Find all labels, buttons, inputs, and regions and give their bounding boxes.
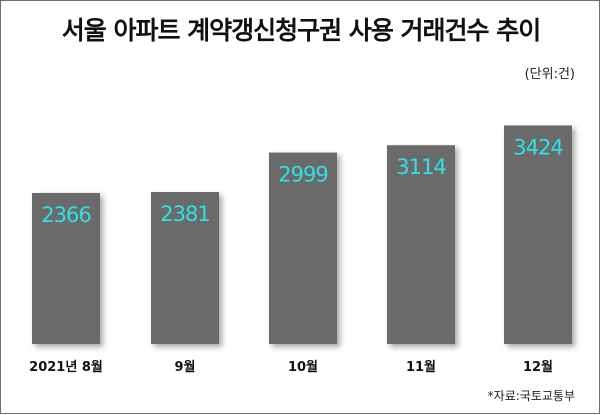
unit-note: (단위:건) [524, 67, 575, 82]
category-label: 11월 [406, 359, 436, 375]
chart-title: 서울 아파트 계약갱신청구권 사용 거래건수 추이 [61, 16, 542, 45]
category-labels-group: 2021년 8월 9월 10월 11월 12월 [29, 359, 553, 375]
bar-value-label: 3424 [513, 135, 563, 159]
bar [504, 125, 572, 344]
category-label: 2021년 8월 [29, 359, 103, 375]
bar [269, 152, 337, 344]
bar-value-label: 3114 [396, 155, 446, 179]
bars-group: 2366 2381 2999 3114 3424 [32, 125, 572, 344]
bar-value-label: 2381 [160, 202, 209, 226]
bar-value-label: 2999 [278, 163, 327, 187]
bar [32, 192, 100, 344]
bar [151, 192, 219, 344]
source-note: *자료:국토교통부 [487, 389, 575, 403]
bar-value-label: 2366 [41, 203, 91, 227]
category-label: 12월 [523, 359, 553, 375]
bar [387, 145, 455, 344]
category-label: 10월 [288, 359, 318, 375]
category-label: 9월 [174, 359, 195, 375]
